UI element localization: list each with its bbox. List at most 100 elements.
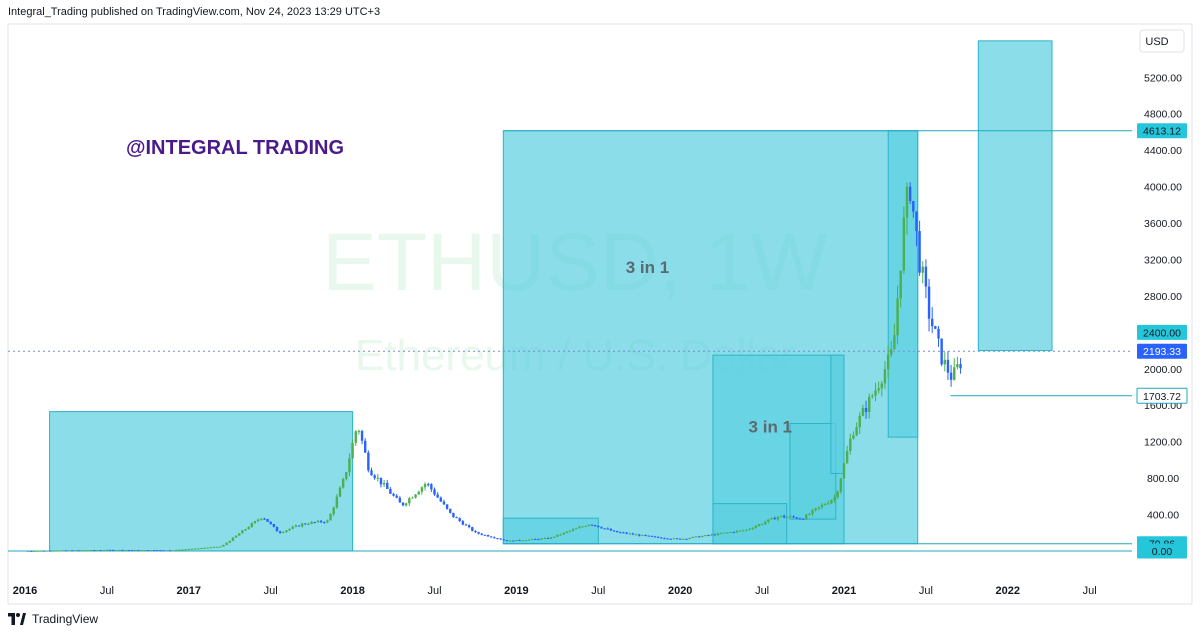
candle-body <box>77 550 80 552</box>
candle-body <box>341 478 345 488</box>
candle-body <box>697 536 701 538</box>
candle-body <box>798 518 802 520</box>
candle-body <box>420 487 424 492</box>
candle-body <box>250 523 253 528</box>
candle-body <box>940 338 943 365</box>
price-tag-3: 1703.72 <box>1143 391 1181 403</box>
candle-body <box>228 540 231 543</box>
candle-body <box>389 488 392 494</box>
candle-body <box>278 531 282 533</box>
candle-body <box>571 529 575 531</box>
candle-body <box>401 502 405 506</box>
y-tick-label: 3600.00 <box>1144 218 1182 230</box>
candle-body <box>644 534 647 536</box>
candle-body <box>102 549 105 551</box>
range-box-4[interactable] <box>712 503 788 545</box>
candle-body <box>581 526 584 528</box>
candle-body <box>184 549 187 551</box>
candle-body <box>178 549 181 551</box>
candle-body <box>534 538 537 540</box>
candle-body <box>786 517 789 519</box>
candle-body <box>39 550 42 552</box>
range-box-2[interactable] <box>502 517 599 545</box>
range-box-0[interactable] <box>49 411 354 552</box>
candle-body <box>112 549 115 551</box>
y-tick-label: 2800.00 <box>1144 291 1182 303</box>
candle-body <box>367 452 370 471</box>
candle-body <box>656 536 660 538</box>
candle-body <box>653 536 657 538</box>
candle-body <box>723 532 726 534</box>
candle-body <box>319 520 323 523</box>
candle-body <box>464 524 468 526</box>
candle-body <box>137 549 140 551</box>
candle-body <box>316 520 320 523</box>
candle-body <box>193 548 197 550</box>
candle-body <box>524 540 528 542</box>
range-box-6[interactable] <box>830 354 845 475</box>
candle-body <box>234 535 238 538</box>
candle-body <box>760 524 764 526</box>
candle-body <box>452 512 455 518</box>
candle-body <box>386 482 389 489</box>
candle-body <box>351 442 354 459</box>
footer-brand[interactable]: TradingView <box>8 612 98 626</box>
range-box-5[interactable] <box>789 422 837 520</box>
candle-body <box>127 550 131 552</box>
candle-body <box>505 539 509 542</box>
candle-body <box>641 534 644 536</box>
range-box-1[interactable] <box>502 130 919 545</box>
candle-body <box>612 530 616 532</box>
candle-body <box>707 535 710 537</box>
candle-body <box>833 497 836 500</box>
candle-body <box>130 550 134 552</box>
candle-body <box>414 494 417 498</box>
candle-body <box>527 539 531 541</box>
candle-body <box>603 528 606 530</box>
candle-body <box>187 549 190 551</box>
candle-body <box>745 529 748 531</box>
candle-body <box>458 518 461 522</box>
candle-body <box>877 388 880 391</box>
candle-body <box>751 528 754 530</box>
candle-body <box>474 530 477 533</box>
candle-body <box>660 537 663 539</box>
candle-body <box>606 528 609 530</box>
candle-body <box>86 550 90 552</box>
candle-body <box>105 549 109 551</box>
candle-body <box>508 540 512 542</box>
candle-body <box>868 396 871 413</box>
currency-button[interactable]: USD <box>1139 29 1185 53</box>
range-box-7[interactable] <box>887 130 919 438</box>
candle-body <box>609 528 613 531</box>
candle-body <box>124 550 127 552</box>
candle-body <box>266 519 269 522</box>
candle-body <box>427 484 430 486</box>
candle-body <box>203 547 206 549</box>
candle-body <box>486 535 490 537</box>
candle-body <box>33 550 36 552</box>
candle-body <box>467 525 471 528</box>
candle-body <box>912 201 915 212</box>
price-tag-0: 4613.12 <box>1143 126 1181 138</box>
candle-body <box>285 530 288 532</box>
candle-body <box>244 529 247 531</box>
tradingview-logo-icon <box>8 613 26 625</box>
candle-body <box>45 550 49 552</box>
range-box-8[interactable] <box>977 40 1053 352</box>
candle-body <box>953 367 956 380</box>
candle-body <box>159 550 162 552</box>
candle-body <box>795 517 798 519</box>
candle-body <box>742 530 745 532</box>
candle-body <box>782 515 786 518</box>
y-tick-label: 2000.00 <box>1144 364 1182 376</box>
candle-body <box>512 540 515 542</box>
candle-body <box>776 516 780 520</box>
price-tag-bg-2 <box>1137 343 1187 359</box>
candle-body <box>253 521 257 524</box>
x-tick-label: 2017 <box>177 585 201 597</box>
candle-body <box>880 383 883 389</box>
candle-body <box>382 482 386 485</box>
candle-body <box>773 517 776 520</box>
